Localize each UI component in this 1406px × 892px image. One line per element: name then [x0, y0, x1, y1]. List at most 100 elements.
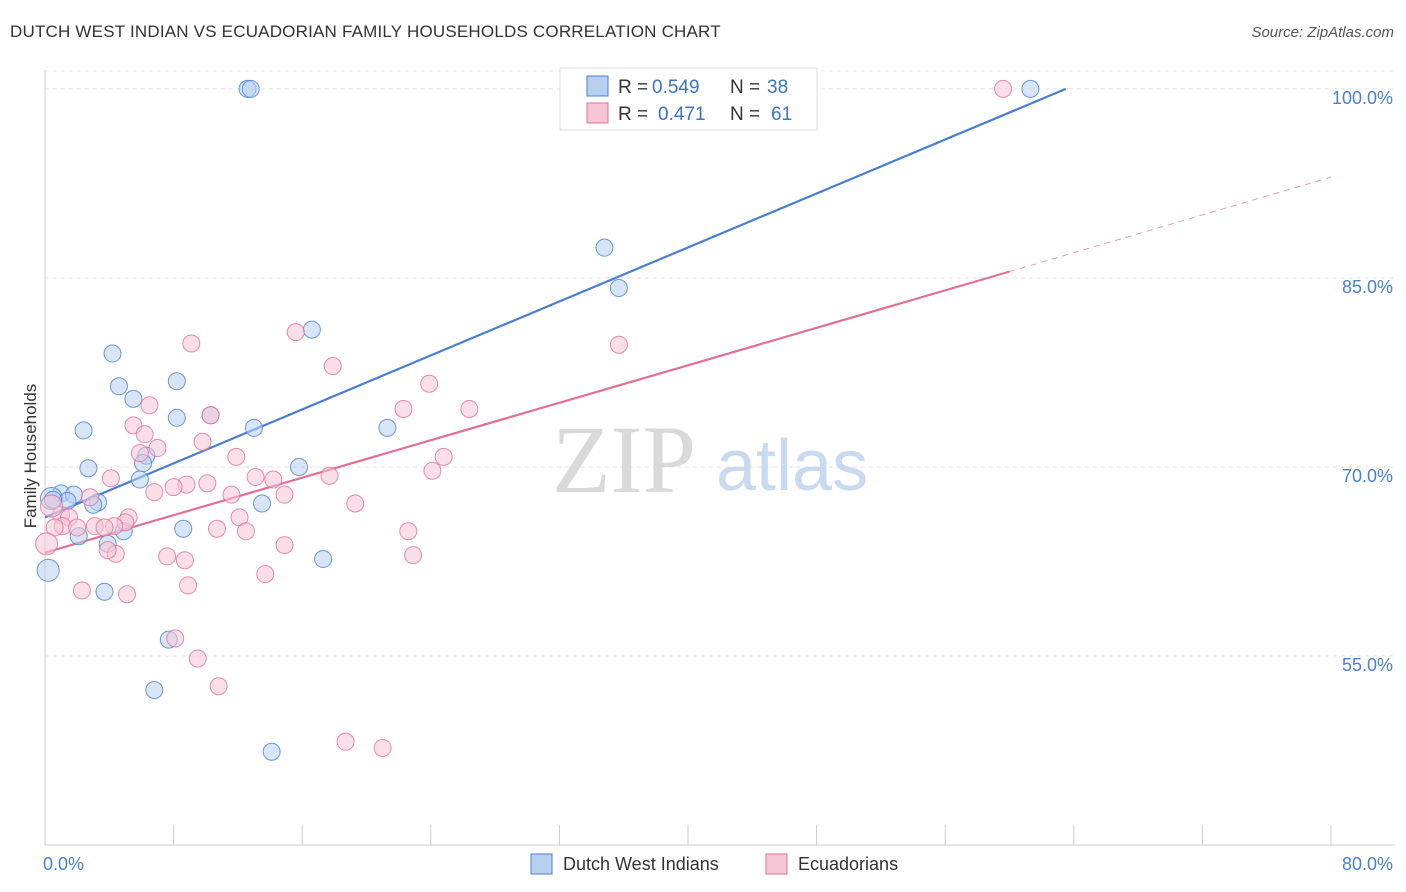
legend-r-label: R = — [618, 77, 648, 98]
legend-r-value-dutch: 0.549 — [652, 77, 700, 98]
point-ecuadorians-54 — [166, 629, 185, 648]
point-ecuadorians-8 — [140, 396, 159, 415]
point-ecuadorians-3 — [609, 335, 628, 354]
point-ecuadorians-41 — [208, 519, 227, 538]
trend-line-0 — [44, 87, 1067, 519]
watermark: ZIP atlas — [552, 406, 868, 513]
point-ecuadorians-51 — [179, 576, 198, 595]
point-dutch-west-indians-8 — [109, 377, 128, 396]
point-ecuadorians-20 — [264, 470, 283, 489]
point-dutch-west-indians-5 — [302, 320, 321, 339]
point-ecuadorians-56 — [209, 677, 228, 696]
legend-n-label: N = — [730, 77, 760, 98]
point-ecuadorians-42 — [236, 522, 255, 541]
point-ecuadorians-57 — [336, 732, 355, 751]
point-ecuadorians-9 — [201, 406, 220, 425]
y-tick-label-3: 100.0% — [1332, 88, 1393, 108]
bottom-legend-swatch-dutch-west-indians — [530, 853, 553, 875]
point-dutch-west-indians-33 — [95, 582, 114, 601]
point-ecuadorians-43 — [399, 522, 418, 541]
point-ecuadorians-39 — [68, 518, 87, 537]
point-ecuadorians-17 — [423, 461, 442, 480]
x-tick-labels: 0.0% 80.0% — [43, 854, 1393, 874]
point-dutch-west-indians-18 — [289, 457, 308, 476]
point-ecuadorians-26 — [222, 485, 241, 504]
point-ecuadorians-58 — [373, 738, 392, 757]
point-ecuadorians-16 — [434, 447, 453, 466]
point-dutch-west-indians-14 — [378, 418, 397, 437]
bottom-legend-label-ecuadorians: Ecuadorians — [798, 854, 898, 874]
point-dutch-west-indians-13 — [244, 418, 263, 437]
point-dutch-west-indians-2 — [1021, 79, 1040, 98]
point-ecuadorians-49 — [404, 546, 423, 565]
point-ecuadorians-25 — [145, 483, 164, 502]
data-points — [35, 79, 1040, 761]
chart-title: DUTCH WEST INDIAN VS ECUADORIAN FAMILY H… — [10, 22, 721, 41]
point-dutch-west-indians-4 — [609, 279, 628, 298]
trend-line-extension-1 — [1009, 176, 1332, 273]
point-ecuadorians-24 — [164, 478, 183, 497]
point-ecuadorians-19 — [246, 468, 265, 487]
trend-lines — [44, 87, 1332, 554]
point-ecuadorians-14 — [130, 444, 149, 463]
y-tick-label-2: 85.0% — [1342, 277, 1393, 297]
bottom-legend-swatch-ecuadorians — [765, 853, 788, 875]
point-dutch-west-indians-25 — [253, 494, 272, 513]
legend-n-label: N = — [730, 104, 760, 125]
series-legend: Dutch West Indians Ecuadorians — [530, 853, 898, 875]
trend-line-1 — [44, 270, 1010, 554]
point-ecuadorians-15 — [227, 447, 246, 466]
point-dutch-west-indians-3 — [595, 238, 614, 257]
point-ecuadorians-45 — [35, 532, 59, 556]
point-ecuadorians-1 — [286, 323, 305, 342]
legend-n-value-ecuadorians: 61 — [771, 104, 792, 125]
point-ecuadorians-18 — [320, 466, 339, 485]
point-dutch-west-indians-12 — [74, 421, 93, 440]
point-ecuadorians-11 — [135, 425, 154, 444]
point-ecuadorians-40 — [95, 518, 114, 537]
legend-swatch-dutch-west-indians — [586, 75, 609, 97]
point-dutch-west-indians-1 — [241, 79, 260, 98]
legend-r-label: R = — [618, 104, 648, 125]
point-ecuadorians-5 — [420, 374, 439, 393]
x-tick-label-0: 0.0% — [43, 854, 84, 874]
point-ecuadorians-27 — [275, 485, 294, 504]
point-dutch-west-indians-32 — [36, 558, 60, 582]
point-dutch-west-indians-35 — [145, 681, 164, 699]
point-dutch-west-indians-10 — [167, 408, 186, 427]
point-ecuadorians-13 — [148, 439, 167, 458]
point-ecuadorians-47 — [158, 547, 177, 566]
stats-legend: R = 0.549 N = 38 R = 0.471 N = 61 — [559, 67, 818, 131]
gridlines — [45, 70, 1395, 657]
point-dutch-west-indians-31 — [314, 549, 333, 568]
point-dutch-west-indians-17 — [79, 459, 98, 478]
point-ecuadorians-22 — [198, 474, 217, 493]
y-axis-title: Family Households — [21, 384, 40, 529]
x-tick-label-1: 80.0% — [1342, 854, 1393, 874]
point-ecuadorians-7 — [394, 399, 413, 418]
point-ecuadorians-55 — [188, 649, 207, 668]
axes — [44, 70, 1395, 846]
point-dutch-west-indians-19 — [130, 470, 149, 489]
y-tick-label-1: 70.0% — [1342, 466, 1393, 486]
point-ecuadorians-28 — [81, 488, 100, 507]
point-ecuadorians-59 — [39, 494, 63, 518]
point-ecuadorians-29 — [346, 494, 365, 513]
watermark-zip: ZIP — [552, 406, 696, 513]
point-dutch-west-indians-27 — [174, 519, 193, 538]
point-dutch-west-indians-6 — [103, 344, 122, 363]
point-ecuadorians-12 — [193, 432, 212, 451]
point-dutch-west-indians-7 — [167, 372, 186, 391]
legend-n-value-dutch: 38 — [767, 77, 788, 98]
point-ecuadorians-44 — [275, 536, 294, 555]
point-ecuadorians-48 — [175, 551, 194, 570]
point-ecuadorians-4 — [323, 357, 342, 376]
y-tick-label-0: 55.0% — [1342, 655, 1393, 675]
point-ecuadorians-6 — [460, 399, 479, 418]
legend-swatch-ecuadorians — [586, 102, 609, 124]
point-dutch-west-indians-9 — [124, 389, 143, 408]
point-ecuadorians-52 — [72, 581, 91, 600]
point-dutch-west-indians-36 — [262, 742, 281, 761]
watermark-atlas: atlas — [716, 426, 868, 506]
